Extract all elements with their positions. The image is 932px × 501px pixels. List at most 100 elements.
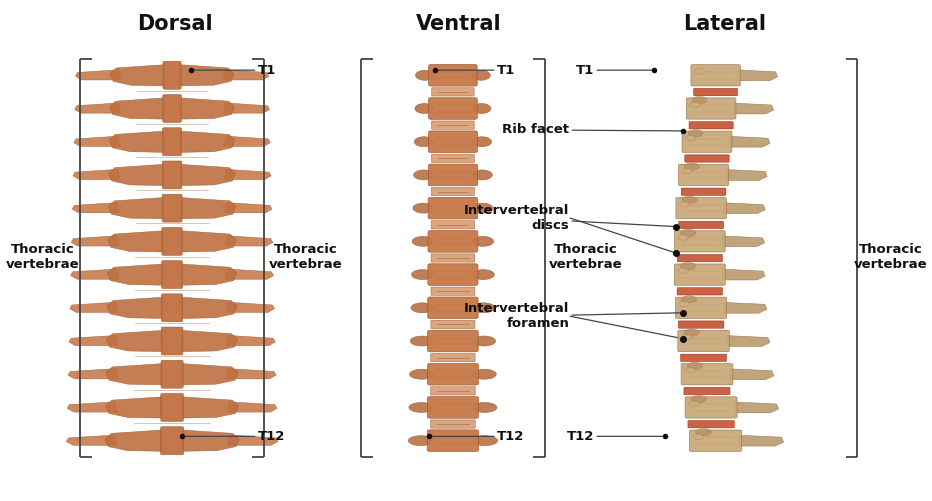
- FancyBboxPatch shape: [427, 430, 479, 451]
- FancyBboxPatch shape: [428, 264, 478, 286]
- FancyBboxPatch shape: [428, 297, 478, 319]
- FancyBboxPatch shape: [429, 65, 477, 86]
- FancyBboxPatch shape: [682, 131, 732, 152]
- Ellipse shape: [684, 329, 699, 336]
- Text: T12: T12: [567, 430, 665, 443]
- FancyBboxPatch shape: [432, 88, 474, 96]
- Ellipse shape: [678, 235, 689, 240]
- FancyBboxPatch shape: [678, 164, 729, 185]
- FancyBboxPatch shape: [163, 95, 182, 122]
- FancyBboxPatch shape: [688, 420, 734, 428]
- Text: Thoracic
vertebrae: Thoracic vertebrae: [268, 243, 342, 271]
- FancyBboxPatch shape: [686, 98, 736, 119]
- FancyBboxPatch shape: [678, 330, 729, 352]
- Polygon shape: [225, 202, 272, 213]
- Polygon shape: [108, 231, 164, 252]
- Ellipse shape: [413, 203, 433, 213]
- Polygon shape: [107, 264, 163, 285]
- Polygon shape: [181, 297, 238, 319]
- Ellipse shape: [680, 263, 695, 270]
- Polygon shape: [181, 330, 238, 352]
- FancyBboxPatch shape: [428, 330, 478, 352]
- FancyBboxPatch shape: [680, 354, 726, 361]
- FancyBboxPatch shape: [431, 354, 475, 362]
- Text: T12: T12: [183, 430, 285, 443]
- FancyBboxPatch shape: [432, 220, 474, 229]
- FancyBboxPatch shape: [428, 363, 478, 385]
- FancyBboxPatch shape: [161, 393, 184, 421]
- Ellipse shape: [412, 236, 433, 246]
- Ellipse shape: [688, 130, 703, 137]
- Polygon shape: [726, 169, 767, 180]
- FancyBboxPatch shape: [161, 327, 183, 355]
- Polygon shape: [730, 369, 774, 380]
- Ellipse shape: [692, 395, 706, 403]
- Polygon shape: [227, 435, 278, 445]
- Ellipse shape: [695, 428, 711, 436]
- Polygon shape: [723, 203, 765, 213]
- Polygon shape: [180, 98, 235, 119]
- Text: Lateral: Lateral: [683, 14, 766, 34]
- Polygon shape: [75, 70, 121, 80]
- Polygon shape: [181, 231, 237, 252]
- Text: T12: T12: [430, 430, 524, 443]
- Polygon shape: [68, 369, 117, 379]
- Polygon shape: [75, 103, 120, 113]
- Polygon shape: [181, 264, 237, 285]
- Ellipse shape: [684, 163, 699, 170]
- Polygon shape: [74, 136, 120, 146]
- Polygon shape: [109, 164, 164, 185]
- Polygon shape: [225, 169, 271, 179]
- FancyBboxPatch shape: [678, 255, 722, 262]
- FancyBboxPatch shape: [431, 420, 475, 428]
- FancyBboxPatch shape: [678, 288, 722, 295]
- Ellipse shape: [680, 229, 695, 236]
- FancyBboxPatch shape: [160, 427, 184, 454]
- FancyBboxPatch shape: [681, 364, 733, 385]
- Ellipse shape: [414, 170, 434, 180]
- Ellipse shape: [472, 336, 496, 346]
- Ellipse shape: [681, 335, 692, 340]
- Polygon shape: [105, 430, 162, 451]
- Ellipse shape: [412, 270, 433, 280]
- Text: Ventral: Ventral: [416, 14, 501, 34]
- FancyBboxPatch shape: [432, 121, 474, 129]
- Polygon shape: [180, 131, 235, 152]
- FancyBboxPatch shape: [684, 387, 730, 395]
- Ellipse shape: [678, 268, 689, 274]
- FancyBboxPatch shape: [431, 387, 475, 395]
- Polygon shape: [69, 336, 118, 346]
- FancyBboxPatch shape: [161, 261, 183, 289]
- Ellipse shape: [473, 402, 497, 412]
- Ellipse shape: [472, 137, 492, 147]
- FancyBboxPatch shape: [163, 61, 181, 89]
- Ellipse shape: [682, 168, 692, 174]
- FancyBboxPatch shape: [161, 360, 184, 388]
- Polygon shape: [727, 336, 770, 346]
- Polygon shape: [110, 98, 165, 119]
- FancyBboxPatch shape: [162, 128, 182, 156]
- Ellipse shape: [687, 362, 703, 369]
- Text: Thoracic
vertebrae: Thoracic vertebrae: [6, 243, 79, 271]
- Polygon shape: [110, 65, 165, 86]
- Text: T1: T1: [191, 64, 276, 77]
- Polygon shape: [67, 402, 117, 412]
- Ellipse shape: [472, 236, 494, 246]
- Polygon shape: [182, 397, 239, 418]
- FancyBboxPatch shape: [162, 227, 183, 256]
- Polygon shape: [722, 236, 764, 247]
- FancyBboxPatch shape: [678, 321, 724, 328]
- Ellipse shape: [690, 102, 700, 107]
- FancyBboxPatch shape: [675, 264, 725, 285]
- FancyBboxPatch shape: [676, 297, 727, 319]
- Ellipse shape: [686, 135, 696, 141]
- Ellipse shape: [415, 104, 434, 114]
- Polygon shape: [223, 70, 268, 80]
- Ellipse shape: [472, 104, 491, 114]
- Text: T1: T1: [576, 64, 653, 77]
- Text: Dorsal: Dorsal: [137, 14, 213, 34]
- Ellipse shape: [472, 203, 493, 213]
- Ellipse shape: [472, 70, 490, 80]
- FancyBboxPatch shape: [685, 397, 737, 418]
- Ellipse shape: [411, 303, 433, 313]
